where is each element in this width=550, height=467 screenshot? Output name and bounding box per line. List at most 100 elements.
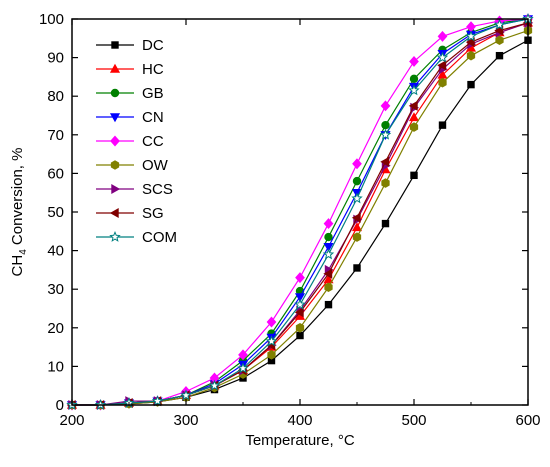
legend-marker-com [109, 230, 121, 242]
series-ow [67, 25, 533, 410]
legend-item-dc: DC [96, 37, 164, 54]
data-point-sg [494, 25, 504, 36]
y-axis-title-main: CH [9, 255, 26, 277]
x-tick-label: 600 [515, 412, 540, 429]
legend-label-sg: SG [142, 205, 164, 222]
y-axis-title-rest: Conversion, % [9, 148, 26, 250]
series-sg [66, 17, 532, 411]
legend-label-com: COM [142, 229, 177, 246]
data-point-com [180, 389, 192, 401]
legend-label-scs: SCS [142, 181, 173, 198]
legend-item-cn: CN [96, 109, 164, 126]
series-line-cn [72, 18, 529, 406]
y-tick-label: 50 [47, 204, 64, 221]
data-point-dc [438, 121, 447, 129]
axis-ticks: 200 300 400 500 600 0 10 20 30 40 50 60 70 80 90 100 [39, 11, 541, 429]
legend-item-sg: SG [96, 205, 164, 222]
series-cc [67, 13, 533, 411]
legend-marker-sg [109, 207, 119, 219]
series-line-cc [72, 18, 529, 406]
data-point-dc [467, 80, 475, 89]
data-point-cc [409, 56, 419, 67]
data-point-dc [410, 171, 418, 180]
series-line-ow [72, 30, 529, 406]
legend-marker-dc [111, 41, 119, 49]
series-scs [68, 17, 534, 411]
data-point-com [379, 128, 392, 140]
data-point-cc [352, 158, 362, 170]
legend-item-ow: OW [96, 157, 169, 174]
legend-label-dc: DC [142, 37, 164, 54]
data-point-com [322, 248, 335, 260]
data-point-dc [381, 219, 390, 228]
legend-marker-hc [109, 63, 121, 73]
series-line-gb [72, 18, 529, 406]
data-point-dc [324, 300, 333, 309]
series-dc [68, 36, 532, 409]
data-point-ow [267, 350, 276, 360]
y-tick-label: 0 [56, 397, 64, 414]
data-point-ow [438, 77, 447, 88]
legend-marker-scs [111, 183, 121, 195]
data-point-sg [437, 60, 447, 71]
data-point-dc [495, 51, 504, 60]
legend-label-cc: CC [142, 133, 164, 150]
data-point-gb [381, 120, 390, 130]
data-point-sg [323, 268, 333, 279]
data-point-com [208, 379, 221, 391]
data-point-cn [294, 293, 306, 303]
data-point-hc [408, 112, 420, 122]
data-point-gb [352, 176, 362, 186]
data-point-sg [465, 37, 475, 48]
data-point-gb [409, 74, 419, 84]
plot-frame [71, 18, 529, 406]
data-point-com [408, 84, 420, 96]
data-point-ow [381, 178, 390, 188]
legend-label-gb: GB [142, 85, 164, 102]
data-point-com [237, 362, 249, 374]
plot-content [66, 12, 534, 411]
y-tick-label: 90 [47, 50, 64, 67]
x-tick-label: 400 [287, 412, 312, 429]
y-tick-label: 100 [39, 11, 64, 28]
y-tick-label: 80 [47, 88, 64, 105]
legend-item-hc: HC [96, 61, 164, 78]
y-tick-label: 60 [47, 165, 64, 182]
y-axis-title-subscript: 4 [18, 249, 29, 255]
data-point-com [493, 18, 506, 30]
data-point-dc [296, 331, 304, 340]
data-point-sg [294, 307, 304, 318]
data-point-com [265, 335, 278, 347]
y-tick-label: 40 [47, 243, 64, 260]
legend-marker-cc [110, 135, 120, 147]
legend-marker-ow [110, 160, 120, 170]
data-point-dc [353, 264, 361, 272]
data-point-cc [437, 30, 448, 42]
data-point-cc [238, 349, 248, 361]
legend-item-cc: CC [96, 133, 164, 150]
series-gb [67, 14, 533, 410]
legend-marker-cn [109, 113, 121, 123]
y-axis-title: CH4 Conversion, % [9, 148, 29, 277]
y-tick-label: 20 [47, 320, 64, 337]
legend-marker-gb [110, 88, 120, 98]
legend-item-scs: SCS [96, 181, 173, 198]
data-point-ow [466, 50, 476, 61]
y-tick-label: 10 [47, 358, 64, 375]
data-point-ow [324, 282, 333, 293]
data-point-ow [295, 323, 305, 333]
data-point-cc [323, 218, 334, 230]
series-line-sg [72, 22, 529, 406]
data-point-ow [352, 232, 362, 242]
x-tick-label: 300 [173, 412, 198, 429]
data-point-sg [351, 212, 361, 223]
series-line-dc [72, 39, 529, 406]
legend: DC HC GB CN CC OW SCS SG COM [96, 37, 177, 246]
data-point-cc [380, 100, 391, 112]
data-point-com [294, 298, 306, 310]
legend-label-hc: HC [142, 61, 164, 78]
x-tick-label: 200 [59, 412, 84, 429]
y-tick-label: 30 [47, 281, 64, 298]
legend-label-cn: CN [142, 109, 164, 126]
